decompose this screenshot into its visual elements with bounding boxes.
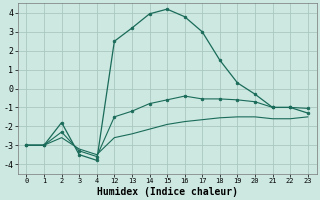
X-axis label: Humidex (Indice chaleur): Humidex (Indice chaleur) — [97, 186, 237, 197]
